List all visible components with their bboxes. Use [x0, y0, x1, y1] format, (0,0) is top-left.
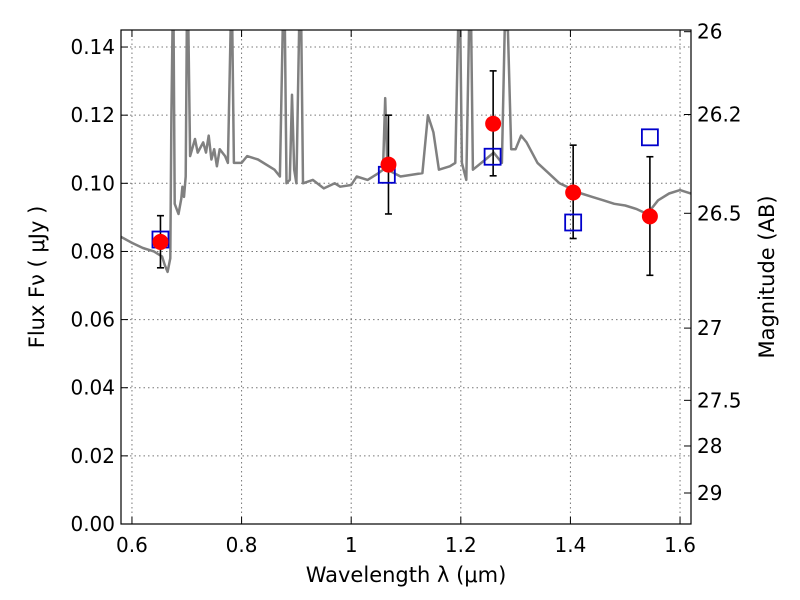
y-tick-label: 0.04: [70, 376, 115, 400]
marker-layer: [151, 115, 659, 250]
model-spectrum-line: [121, 30, 691, 274]
y-axis-title: Flux Fν ( μJy ): [25, 206, 49, 349]
plot-frame: [120, 29, 692, 525]
model-spectrum-layer: [121, 30, 691, 274]
right-tick-label: 27: [697, 316, 722, 340]
y-tick-label: 0.02: [70, 444, 115, 468]
right-tick-label: 26: [697, 20, 722, 44]
x-tick-label: 1.2: [445, 533, 477, 557]
y-tick-label: 0.06: [70, 308, 115, 332]
model-photometry-square: [483, 147, 502, 166]
right-tick-label: 27.5: [697, 388, 742, 412]
y-tick-label: 0.12: [70, 103, 115, 127]
x-tick-label: 0.8: [226, 533, 258, 557]
right-tick-label: 26.5: [697, 201, 742, 225]
tick-layer: [121, 30, 691, 525]
x-axis-title: Wavelength λ (μm): [306, 563, 507, 587]
observed-flux-point: [565, 184, 582, 201]
observed-flux-point: [380, 156, 397, 173]
observed-flux-point: [641, 208, 658, 225]
observed-flux-point: [152, 233, 169, 250]
x-tick-label: 1: [345, 533, 358, 557]
y-tick-label: 0.10: [70, 171, 115, 195]
observed-flux-point: [485, 115, 502, 132]
x-tick-label: 0.6: [116, 533, 148, 557]
right-tick-label: 29: [697, 481, 722, 505]
model-photometry-square: [564, 213, 583, 232]
plot-area: [121, 30, 691, 524]
right-tick-label: 28: [697, 434, 722, 458]
y-tick-label: 0.00: [70, 512, 115, 536]
y-tick-label: 0.08: [70, 239, 115, 263]
model-photometry-square: [640, 128, 659, 147]
y-tick-label: 0.14: [70, 35, 115, 59]
tick-label-layer: 0.6 0.8 1 1.2 1.4 1.6 0.00 0.02 0.04 0.06 0.08 0.10…: [70, 20, 741, 557]
x-tick-label: 1.4: [555, 533, 587, 557]
y-right-axis-title: Magnitude (AB): [755, 195, 779, 358]
right-tick-label: 26.2: [697, 102, 742, 126]
x-tick-label: 1.6: [664, 533, 696, 557]
